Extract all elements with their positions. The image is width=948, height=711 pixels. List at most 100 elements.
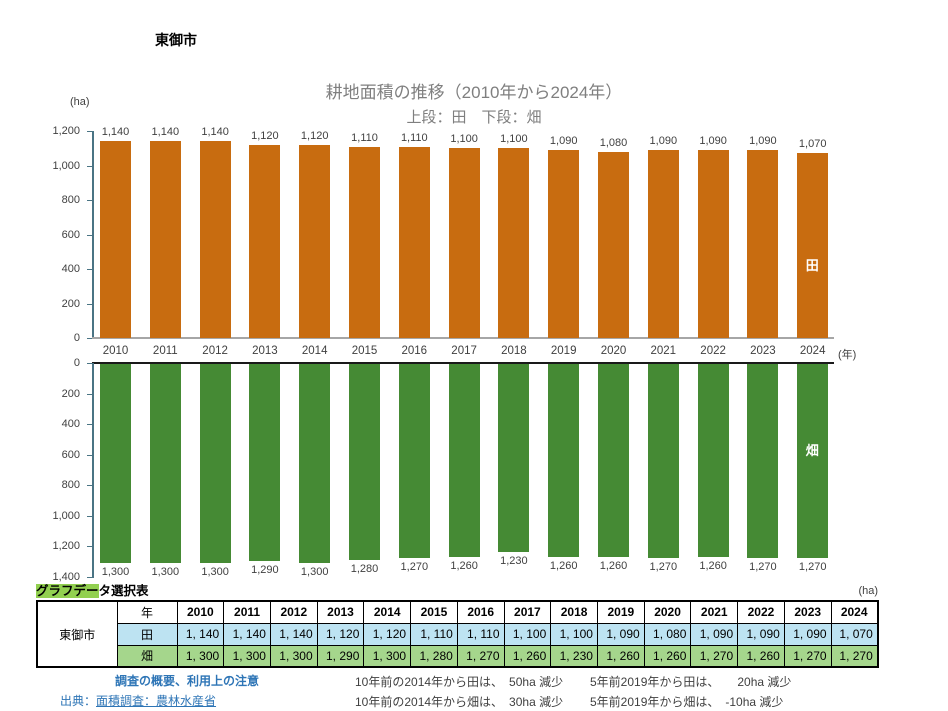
table-value-畑-2014: 1, 300 <box>363 644 412 668</box>
stat-text-0: 10年前の2014年から田は、 50ha 減少 <box>355 675 564 689</box>
table-value-畑-2012: 1, 300 <box>269 644 318 668</box>
bar-ta-2022 <box>697 149 729 338</box>
city-title: 東御市 <box>155 32 197 48</box>
series-label-hata: 畑 <box>805 443 819 458</box>
table-year-cell-2011: 2011 <box>223 600 271 624</box>
bar-value-ta-2017: 1,100 <box>450 133 478 146</box>
bar-hata-2022 <box>697 364 729 557</box>
table-year-cell-2019: 2019 <box>596 600 645 624</box>
table-value-田-2019: 1, 090 <box>596 622 645 646</box>
table-value-田-2020: 1, 080 <box>643 622 692 646</box>
bar-hata-2023 <box>747 364 779 559</box>
source-link[interactable]: 面積調査：農林水産省 <box>96 694 217 708</box>
table-year-cell-2013: 2013 <box>316 600 365 624</box>
bar-value-hata-2016: 1,270 <box>400 561 429 574</box>
table-year-header-cell: 年 <box>116 600 178 624</box>
top-y-tick-label: 200 <box>61 297 80 310</box>
table-value-畑-2023: 1, 270 <box>783 644 832 668</box>
bar-ta-2010 <box>100 141 131 338</box>
x-axis-unit-label: (年) <box>838 349 857 361</box>
bottom-y-tick-label: 1,200 <box>52 540 80 553</box>
bar-value-ta-2024: 1,070 <box>798 138 827 151</box>
table-year-cell-2018: 2018 <box>550 600 598 624</box>
table-year-cell-2012: 2012 <box>269 600 318 624</box>
top-y-tick-mark <box>87 165 92 167</box>
bottom-y-tick-label: 1,000 <box>52 509 80 522</box>
bar-value-hata-2024: 1,270 <box>798 561 827 574</box>
table-value-田-2011: 1, 140 <box>223 622 271 646</box>
year-label-2021: 2021 <box>650 345 677 357</box>
bar-value-hata-2013: 1,290 <box>251 564 279 577</box>
bar-value-ta-2010: 1,140 <box>101 126 130 139</box>
bar-ta-2013 <box>249 144 281 338</box>
graph-data-table: 東御市年 2010 2011 2012 2013 2014 2015 2016 2017 2018… <box>36 600 879 668</box>
bottom-chart-y-axis-line <box>92 363 94 578</box>
table-value-田-2018: 1, 100 <box>550 622 598 646</box>
year-label-2019: 2019 <box>550 345 577 357</box>
year-label-2020: 2020 <box>600 345 627 357</box>
chart-subtitle: 上段：田 下段：畑 <box>406 109 542 126</box>
bottom-y-tick-mark <box>87 454 92 456</box>
top-y-tick-mark <box>87 131 92 132</box>
bar-ta-2017 <box>448 148 480 338</box>
year-label-2023: 2023 <box>750 345 776 357</box>
bottom-y-tick-mark <box>87 577 92 578</box>
top-y-tick-label: 0 <box>73 332 80 344</box>
table-heading: グラフデータ選択表 <box>36 580 149 599</box>
bar-hata-2014 <box>299 364 331 563</box>
table-year-cell-2016: 2016 <box>456 600 505 624</box>
bar-ta-2015 <box>349 146 380 338</box>
series-label-ta: 田 <box>805 258 819 273</box>
y-axis-unit-label: (ha) <box>70 96 90 108</box>
bar-value-hata-2012: 1,300 <box>201 565 229 578</box>
bar-ta-2019 <box>548 149 580 338</box>
table-value-畑-2016: 1, 270 <box>456 644 505 668</box>
top-y-tick-label: 400 <box>61 263 80 275</box>
bottom-y-tick-mark <box>87 485 92 487</box>
top-y-tick-mark <box>87 303 92 305</box>
stat-text-2: 10年前の2014年から畑は、 30ha 減少 <box>355 695 564 709</box>
bar-hata-2024 <box>797 364 829 559</box>
bar-value-hata-2018: 1,230 <box>500 555 528 567</box>
bar-hata-2016 <box>398 364 430 559</box>
stat-text-1: 5年前2019年から田は、 20ha 減少 <box>590 675 792 689</box>
survey-overview-link[interactable]: 調査の概要、利用上の注意 <box>115 674 260 688</box>
bottom-y-tick-label: 800 <box>61 479 80 492</box>
table-year-cell-2024: 2024 <box>830 600 879 624</box>
table-value-畑-2020: 1, 260 <box>643 644 692 668</box>
bar-value-hata-2014: 1,300 <box>300 565 329 578</box>
bar-value-ta-2014: 1,120 <box>300 129 329 142</box>
bottom-y-tick-mark <box>87 515 92 517</box>
bottom-y-tick-label: 1,400 <box>52 571 80 583</box>
year-label-2012: 2012 <box>202 345 228 357</box>
bar-ta-2018 <box>498 148 530 338</box>
bar-hata-2011 <box>149 364 181 563</box>
table-year-cell-2015: 2015 <box>410 600 458 624</box>
table-value-畑-2022: 1, 260 <box>737 644 785 668</box>
table-value-畑-2017: 1, 260 <box>503 644 552 668</box>
table-value-田-2010: 1, 140 <box>176 622 225 646</box>
bar-ta-2023 <box>747 149 779 338</box>
bar-ta-2011 <box>149 141 181 338</box>
stat-text-3: 5年前2019年から畑は、 -10ha 減少 <box>590 695 784 709</box>
table-city-cell: 東御市 <box>36 600 118 668</box>
bar-ta-2012 <box>199 141 231 338</box>
bar-value-ta-2021: 1,090 <box>649 134 678 147</box>
year-label-2010: 2010 <box>102 345 129 357</box>
table-value-畑-2018: 1, 230 <box>550 644 598 668</box>
year-label-2013: 2013 <box>252 345 278 357</box>
bar-value-ta-2022: 1,090 <box>699 134 727 147</box>
bar-ta-2014 <box>299 144 331 338</box>
bar-value-ta-2011: 1,140 <box>151 126 180 139</box>
bar-value-hata-2015: 1,280 <box>350 562 379 575</box>
bar-ta-2016 <box>398 146 430 338</box>
bar-ta-2021 <box>647 149 679 338</box>
bar-value-ta-2018: 1,100 <box>500 133 528 146</box>
bar-value-hata-2020: 1,260 <box>599 559 628 572</box>
bar-value-hata-2021: 1,270 <box>649 561 678 574</box>
bar-hata-2020 <box>598 364 629 557</box>
bar-hata-2021 <box>647 364 679 559</box>
table-year-cell-2023: 2023 <box>783 600 832 624</box>
year-label-2011: 2011 <box>152 345 178 357</box>
